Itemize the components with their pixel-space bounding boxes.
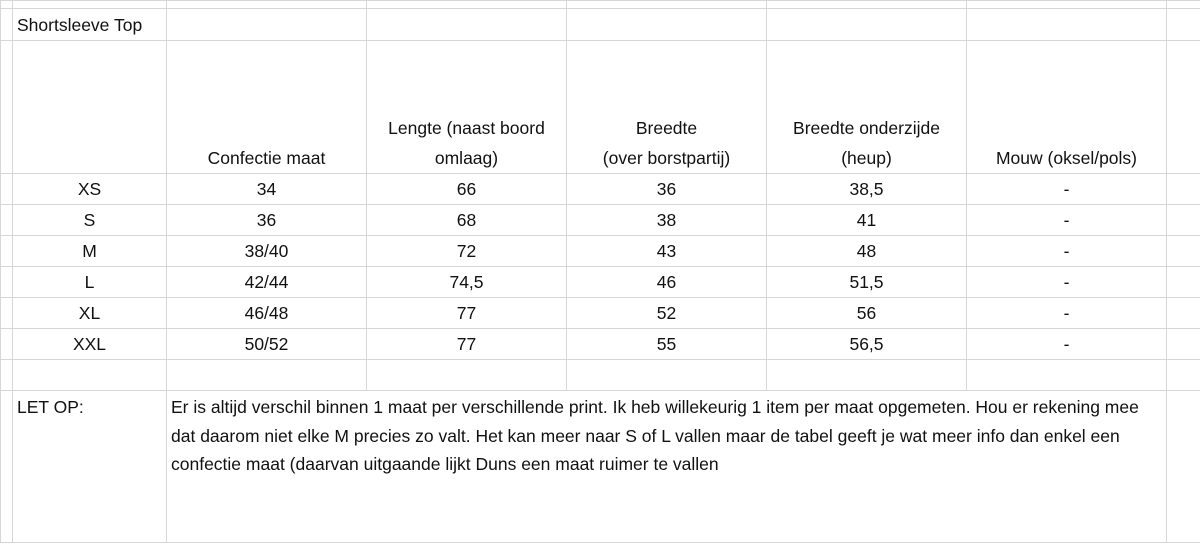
- cell[interactable]: [166, 0, 367, 9]
- column-header-3[interactable]: Breedte (over borstpartij): [566, 40, 767, 174]
- column-header-line: (over borstpartij): [602, 148, 731, 168]
- cell[interactable]: [366, 8, 567, 41]
- cell[interactable]: [366, 0, 567, 9]
- value-cell[interactable]: 56,5: [766, 328, 967, 360]
- value-cell[interactable]: 46: [566, 266, 767, 298]
- column-header-1[interactable]: Confectie maat: [166, 40, 367, 174]
- cell[interactable]: [1166, 266, 1200, 298]
- cell[interactable]: [366, 359, 567, 391]
- column-header-line: omlaag): [434, 148, 499, 168]
- cell[interactable]: [1166, 40, 1200, 174]
- cell[interactable]: [0, 297, 13, 329]
- value-cell[interactable]: 50/52: [166, 328, 367, 360]
- size-label-cell[interactable]: XL: [12, 297, 167, 329]
- value-cell[interactable]: 36: [166, 204, 367, 236]
- table-row: XL 46/48 77 52 56-: [0, 297, 1200, 329]
- value-cell[interactable]: 51,5: [766, 266, 967, 298]
- value-cell[interactable]: 42/44: [166, 266, 367, 298]
- cell[interactable]: [0, 0, 13, 9]
- column-header-line: Mouw (oksel/pols): [995, 148, 1138, 168]
- table-row: L 42/44 74,5 46 51,5-: [0, 266, 1200, 298]
- cell[interactable]: [0, 359, 13, 391]
- cell[interactable]: [1166, 235, 1200, 267]
- column-header-line: Breedte: [635, 118, 698, 138]
- value-cell[interactable]: -: [966, 235, 1167, 267]
- column-header-line: Breedte onderzijde: [793, 118, 940, 138]
- value-cell[interactable]: 74,5: [366, 266, 567, 298]
- value-cell[interactable]: -: [966, 297, 1167, 329]
- cell[interactable]: [566, 8, 767, 41]
- column-header-2[interactable]: Lengte (naast boord omlaag): [366, 40, 567, 174]
- cell[interactable]: [0, 204, 13, 236]
- cell[interactable]: [166, 8, 367, 41]
- column-header-5[interactable]: Mouw (oksel/pols): [966, 40, 1167, 174]
- cell[interactable]: [0, 328, 13, 360]
- cell[interactable]: [1166, 0, 1200, 9]
- value-cell[interactable]: 52: [566, 297, 767, 329]
- cell[interactable]: [1166, 8, 1200, 41]
- cell[interactable]: [1166, 204, 1200, 236]
- table-row: S 36 68 38 41-: [0, 204, 1200, 236]
- cell[interactable]: [566, 359, 767, 391]
- cell[interactable]: [1166, 359, 1200, 391]
- column-header-0[interactable]: [12, 40, 167, 174]
- cell[interactable]: [1166, 390, 1200, 543]
- column-header-4[interactable]: Breedte onderzijde (heup): [766, 40, 967, 174]
- note-text-cell[interactable]: Er is altijd verschil binnen 1 maat per …: [166, 390, 1167, 543]
- size-label-cell[interactable]: M: [12, 235, 167, 267]
- cell[interactable]: [0, 173, 13, 205]
- cell[interactable]: [12, 359, 167, 391]
- value-cell[interactable]: -: [966, 266, 1167, 298]
- cell[interactable]: [0, 40, 13, 174]
- value-cell[interactable]: 36: [566, 173, 767, 205]
- cell[interactable]: [966, 0, 1167, 9]
- value-cell[interactable]: 77: [366, 328, 567, 360]
- cell[interactable]: [1166, 173, 1200, 205]
- value-cell[interactable]: -: [966, 204, 1167, 236]
- cell[interactable]: [966, 359, 1167, 391]
- value-cell[interactable]: 55: [566, 328, 767, 360]
- value-cell[interactable]: 72: [366, 235, 567, 267]
- cell[interactable]: [0, 266, 13, 298]
- cell[interactable]: [966, 8, 1167, 41]
- table-row: XS 34 66 36 38,5-: [0, 173, 1200, 205]
- value-cell[interactable]: -: [966, 173, 1167, 205]
- value-cell[interactable]: 38/40: [166, 235, 367, 267]
- cell[interactable]: [0, 390, 13, 543]
- column-header-line: (heup): [841, 148, 892, 168]
- cell[interactable]: [766, 359, 967, 391]
- table-row: M 38/40 72 43 48-: [0, 235, 1200, 267]
- value-cell[interactable]: 48: [766, 235, 967, 267]
- size-label-cell[interactable]: S: [12, 204, 167, 236]
- value-cell[interactable]: 38: [566, 204, 767, 236]
- cell[interactable]: [566, 0, 767, 9]
- value-cell[interactable]: 38,5: [766, 173, 967, 205]
- cell[interactable]: [766, 8, 967, 41]
- value-cell[interactable]: 34: [166, 173, 367, 205]
- value-cell[interactable]: 66: [366, 173, 567, 205]
- value-cell[interactable]: -: [966, 328, 1167, 360]
- size-label-cell[interactable]: L: [12, 266, 167, 298]
- value-cell[interactable]: 77: [366, 297, 567, 329]
- cell[interactable]: [12, 0, 167, 9]
- size-label-cell[interactable]: XXL: [12, 328, 167, 360]
- value-cell[interactable]: 56: [766, 297, 967, 329]
- value-cell[interactable]: 68: [366, 204, 567, 236]
- value-cell[interactable]: 41: [766, 204, 967, 236]
- sheet-title-cell[interactable]: Shortsleeve Top: [12, 8, 167, 41]
- size-label-cell[interactable]: XS: [12, 173, 167, 205]
- column-header-line: Confectie maat: [207, 148, 326, 168]
- cell[interactable]: [1166, 328, 1200, 360]
- cell[interactable]: [1166, 297, 1200, 329]
- table-row: XXL 50/52 77 55 56,5-: [0, 328, 1200, 360]
- value-cell[interactable]: 43: [566, 235, 767, 267]
- note-label-cell[interactable]: LET OP:: [12, 390, 167, 543]
- cell[interactable]: [0, 8, 13, 41]
- value-cell[interactable]: 46/48: [166, 297, 367, 329]
- cell[interactable]: [766, 0, 967, 9]
- column-header-line: Lengte (naast boord: [388, 118, 545, 138]
- cell[interactable]: [0, 235, 13, 267]
- cell[interactable]: [166, 359, 367, 391]
